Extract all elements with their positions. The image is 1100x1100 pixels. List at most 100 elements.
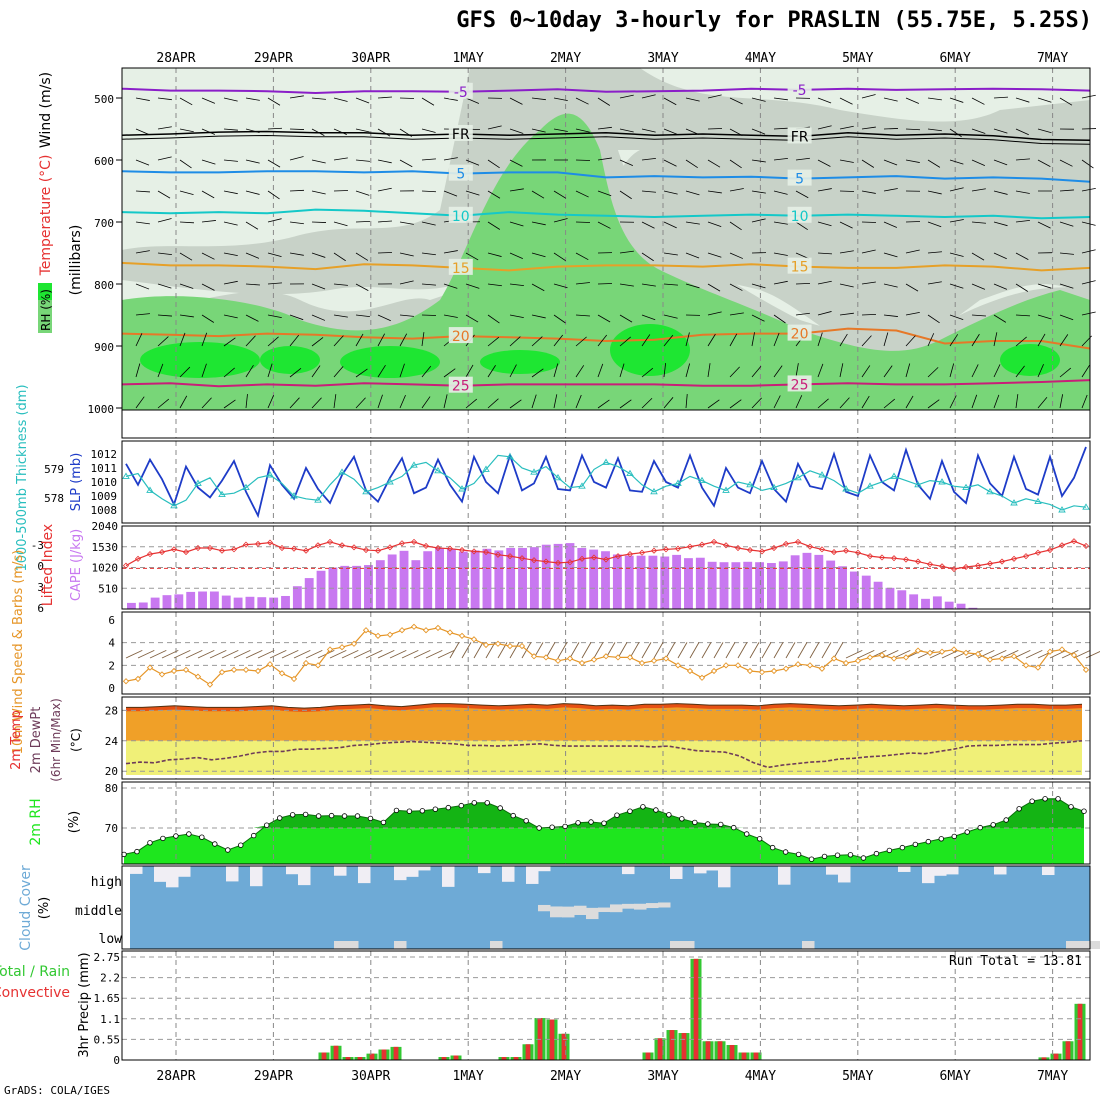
wind-barb xyxy=(531,394,537,409)
wind-barb xyxy=(1015,314,1030,317)
wind-barb xyxy=(135,333,143,347)
rh2m-marker xyxy=(744,831,750,837)
wind-barb xyxy=(993,96,1008,99)
wind-barb xyxy=(421,221,436,226)
wind-barb xyxy=(1015,283,1029,292)
wind-barb xyxy=(377,128,391,137)
date-label-top: 5MAY xyxy=(842,51,873,66)
wind-barb-10m xyxy=(1073,649,1091,659)
wind-barb xyxy=(575,97,589,105)
isotherm-label: 25 xyxy=(452,379,470,395)
wind-barb xyxy=(245,128,260,133)
wind-barb xyxy=(443,314,458,318)
li-marker xyxy=(266,539,274,546)
isotherm-label: 5 xyxy=(795,172,804,188)
wind-barb xyxy=(399,159,413,168)
cloud-gap-low xyxy=(394,941,407,949)
wind-barb xyxy=(1015,190,1030,194)
li-tick: 3 xyxy=(37,581,44,594)
wind-barb xyxy=(641,367,654,378)
thickness-marker xyxy=(458,485,466,492)
wind-barb xyxy=(597,334,608,347)
wind-barb xyxy=(905,159,920,163)
li-marker xyxy=(866,553,874,560)
pressure-tick: 700 xyxy=(94,217,114,230)
cape-bar xyxy=(968,607,978,609)
wind-barb xyxy=(839,159,854,163)
wind-barb-10m xyxy=(485,642,496,659)
wind-speed-marker xyxy=(1034,664,1042,671)
isotherm-label: 15 xyxy=(791,260,809,276)
wind-barb xyxy=(223,97,238,102)
precip-tick: 0 xyxy=(113,1054,120,1067)
wind-barb xyxy=(993,394,1000,409)
wind-speed-marker xyxy=(434,624,442,632)
wind-barb xyxy=(421,252,436,256)
rh2m-marker xyxy=(795,851,802,858)
cape-bar xyxy=(932,596,942,609)
wind-barb xyxy=(157,190,171,199)
slp-tick: 1008 xyxy=(91,504,118,517)
wind-barb xyxy=(1059,334,1069,347)
wind-barb xyxy=(399,280,414,285)
wind-barb-10m xyxy=(977,649,995,659)
wind-barb xyxy=(421,97,435,106)
wind-barb-10m xyxy=(1049,649,1067,659)
wind-barb xyxy=(443,97,458,101)
wind-speed-marker xyxy=(290,675,298,683)
wind-barb xyxy=(949,395,957,409)
cape-bar xyxy=(838,566,847,609)
rh2m-marker xyxy=(406,808,413,814)
li-marker xyxy=(290,545,298,552)
wind-barb xyxy=(289,221,304,225)
wind-speed-marker xyxy=(1046,648,1054,655)
rh2m-marker xyxy=(445,804,452,811)
rh-bright-fill xyxy=(140,342,260,378)
wind-barb xyxy=(817,188,832,192)
wind-barb xyxy=(729,312,744,316)
precip-bar-convective xyxy=(441,1057,447,1060)
wind-barb xyxy=(1059,394,1064,409)
wind-barb xyxy=(971,333,980,347)
wind-barb xyxy=(839,250,854,254)
wind-barb xyxy=(949,283,964,289)
wind-barb xyxy=(333,394,337,409)
wind-barb xyxy=(377,252,393,254)
wind-barb xyxy=(333,366,344,378)
wind-barb xyxy=(157,363,164,378)
cape-bar xyxy=(767,563,776,609)
rh2m-marker xyxy=(1029,798,1035,804)
wind-speed-marker xyxy=(338,644,346,651)
wind-barb xyxy=(927,333,935,347)
li-marker xyxy=(938,563,946,570)
wind-barb xyxy=(729,128,743,137)
wind-barb-10m xyxy=(413,649,431,659)
rh2m-marker xyxy=(251,832,257,839)
fills-layer xyxy=(38,68,1100,1060)
wind-barb xyxy=(289,314,304,321)
wind-barb xyxy=(575,190,589,198)
cloud-gap-mid xyxy=(598,907,611,913)
date-label-top: 6MAY xyxy=(940,51,971,66)
wind-speed-marker xyxy=(494,640,502,647)
wind-barb xyxy=(355,220,371,223)
wind-barb xyxy=(311,337,324,347)
wind-barb-10m xyxy=(389,649,407,659)
wind-barb xyxy=(201,97,216,104)
wind-barb xyxy=(267,336,279,347)
wind-barb xyxy=(641,221,655,229)
wind-barb xyxy=(1059,252,1074,255)
wind-barb-10m xyxy=(881,649,899,659)
rh2m-marker xyxy=(899,844,906,851)
cape-bar xyxy=(292,586,302,609)
wind-barb xyxy=(927,221,942,228)
isotherm-label: FR xyxy=(452,127,470,143)
wind-speed-marker xyxy=(446,629,454,636)
wind-barb xyxy=(993,128,1008,134)
cloud-gap-mid xyxy=(562,906,575,918)
date-label-bottom: 30APR xyxy=(351,1069,390,1084)
cape-tick: 2040 xyxy=(92,520,119,533)
rh2m-marker xyxy=(575,820,581,826)
thickness-marker xyxy=(818,471,826,478)
precip-bar-convective xyxy=(369,1053,375,1060)
